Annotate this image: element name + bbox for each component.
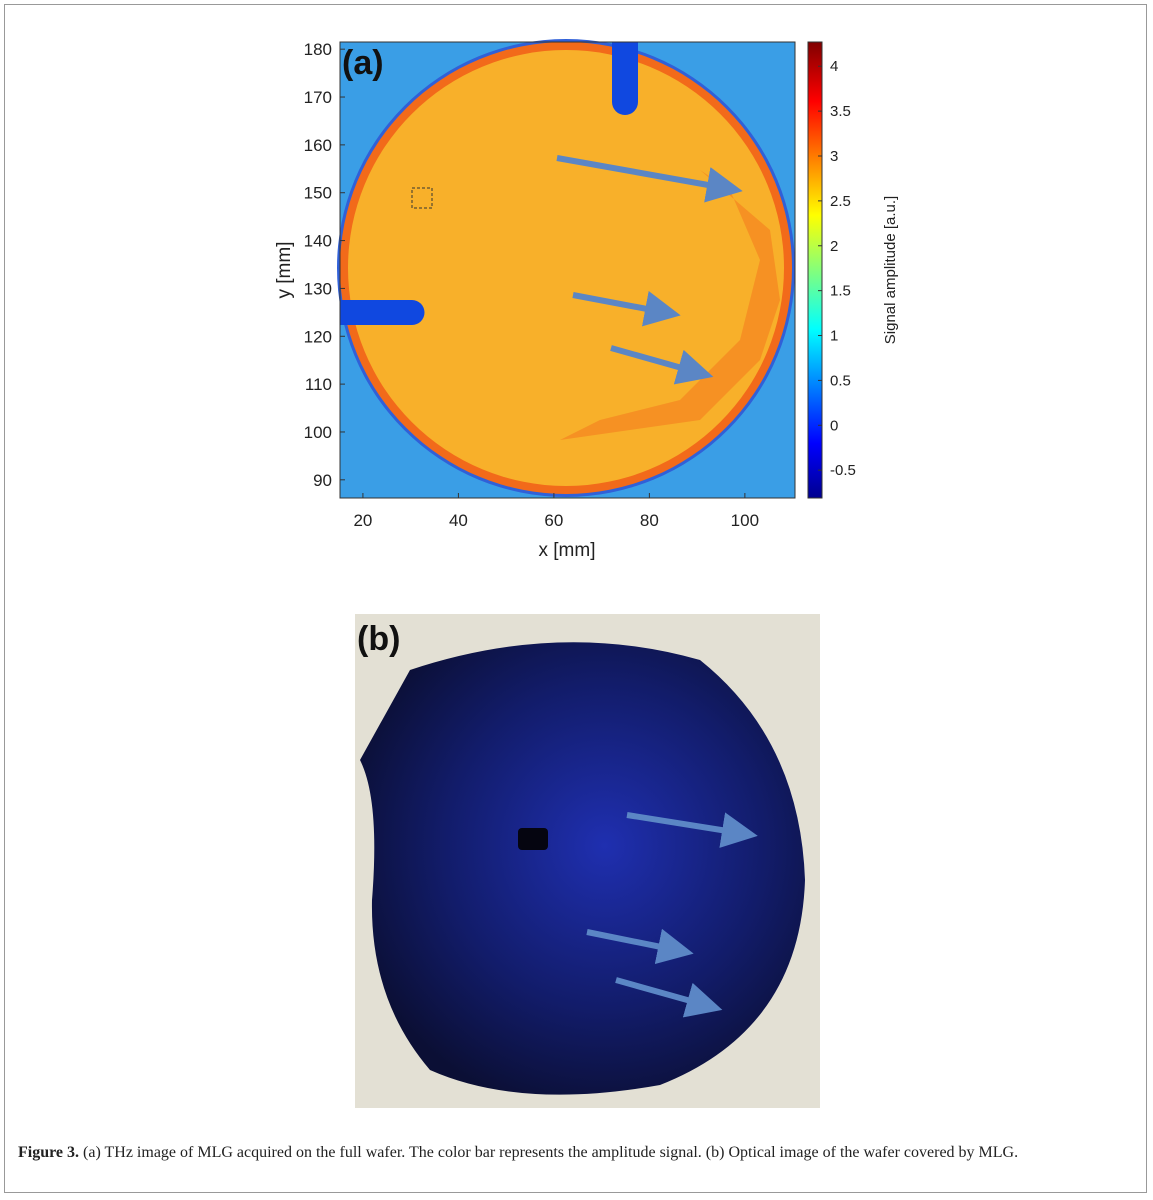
colorbar-tick-label: 0: [830, 417, 838, 434]
colorbar-tick-label: 1.5: [830, 283, 851, 300]
optical-image: [355, 614, 820, 1108]
panel-label: (a): [342, 44, 384, 82]
y-tick-label: 100: [304, 423, 332, 442]
panel-label: (b): [357, 620, 400, 658]
page: (a) x [mm] y [mm] Signal amplitude [a.u.…: [0, 0, 1153, 1200]
x-tick-label: 80: [640, 511, 659, 530]
x-tick-label: 100: [731, 511, 759, 530]
colorbar-tick-label: 2.5: [830, 193, 851, 210]
colorbar-tick-label: -0.5: [830, 462, 856, 479]
y-tick-label: 110: [305, 375, 332, 394]
x-axis-label: x [mm]: [539, 540, 596, 561]
colorbar-label: Signal amplitude [a.u.]: [882, 196, 899, 344]
y-tick-label: 130: [304, 279, 332, 298]
y-axis-label: y [mm]: [274, 242, 295, 299]
colorbar-tick-label: 3.5: [830, 103, 851, 120]
colorbar-tick-label: 1: [830, 328, 838, 345]
y-tick-label: 90: [313, 471, 332, 490]
colorbar-tick-label: 4: [830, 58, 838, 75]
x-tick-label: 20: [353, 511, 372, 530]
thz-image: [337, 39, 795, 498]
colorbar-tick-label: 3: [830, 148, 838, 165]
colorbar-tick-label: 0.5: [830, 372, 851, 389]
caption-text: (a) THz image of MLG acquired on the ful…: [83, 1144, 1018, 1161]
x-tick-label: 40: [449, 511, 468, 530]
y-tick-label: 150: [304, 184, 332, 203]
y-tick-label: 180: [304, 40, 332, 59]
y-tick-label: 160: [304, 136, 332, 155]
figure: (a) x [mm] y [mm] Signal amplitude [a.u.…: [0, 0, 1153, 1130]
colorbar-tick-label: 2: [830, 238, 838, 255]
caption: Figure 3. (a) THz image of MLG acquired …: [18, 1140, 1128, 1165]
colorbar: [808, 42, 822, 498]
x-tick-label: 60: [544, 511, 563, 530]
y-tick-label: 120: [304, 327, 332, 346]
y-tick-label: 170: [304, 88, 332, 107]
caption-label: Figure 3.: [18, 1144, 79, 1161]
y-tick-label: 140: [304, 232, 332, 251]
